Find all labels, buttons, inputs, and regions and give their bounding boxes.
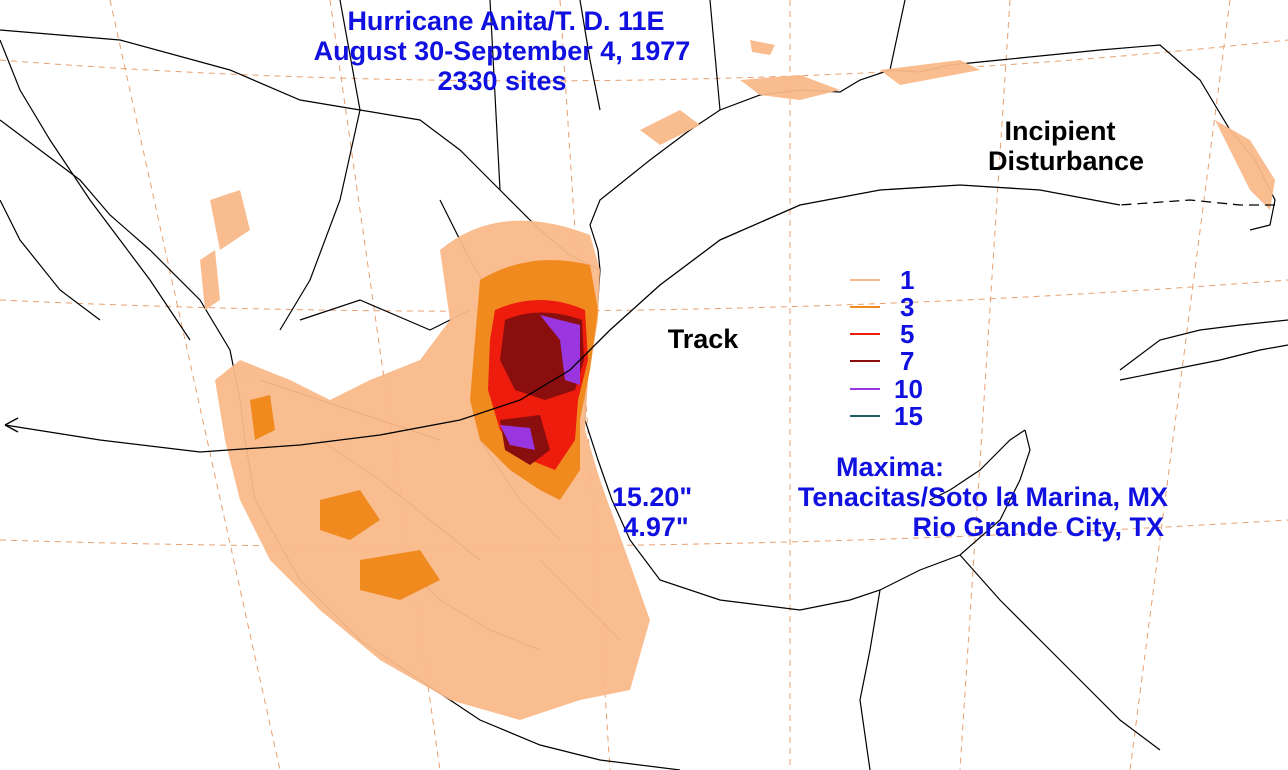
legend-label-10: 10 (894, 374, 923, 404)
title-line-1: Hurricane Anita/T. D. 11E (347, 6, 664, 36)
legend-label-5: 5 (900, 319, 914, 349)
track-label: Track (668, 324, 740, 354)
maxima-location-1: Tenacitas/Soto la Marina, MX (798, 482, 1168, 512)
legend-label-15: 15 (894, 401, 923, 431)
legend: 1 3 5 7 10 15 (850, 265, 923, 431)
title-line-3: 2330 sites (437, 66, 566, 96)
maxima: Maxima: 15.20" Tenacitas/Soto la Marina,… (612, 452, 1168, 542)
maxima-value-1: 15.20" (612, 482, 692, 512)
maxima-heading: Maxima: (836, 452, 944, 482)
maxima-location-2: Rio Grande City, TX (912, 512, 1164, 542)
storm-track (4, 184, 1275, 453)
rain-10in (500, 315, 580, 450)
maxima-value-2: 4.97" (623, 512, 688, 542)
incipient-label-line-1: Incipient (1004, 116, 1115, 146)
legend-label-1: 1 (900, 265, 914, 295)
legend-label-3: 3 (900, 292, 914, 322)
title-line-2: August 30-September 4, 1977 (314, 36, 691, 66)
incipient-label-line-2: Disturbance (988, 146, 1144, 176)
legend-label-7: 7 (900, 346, 914, 376)
